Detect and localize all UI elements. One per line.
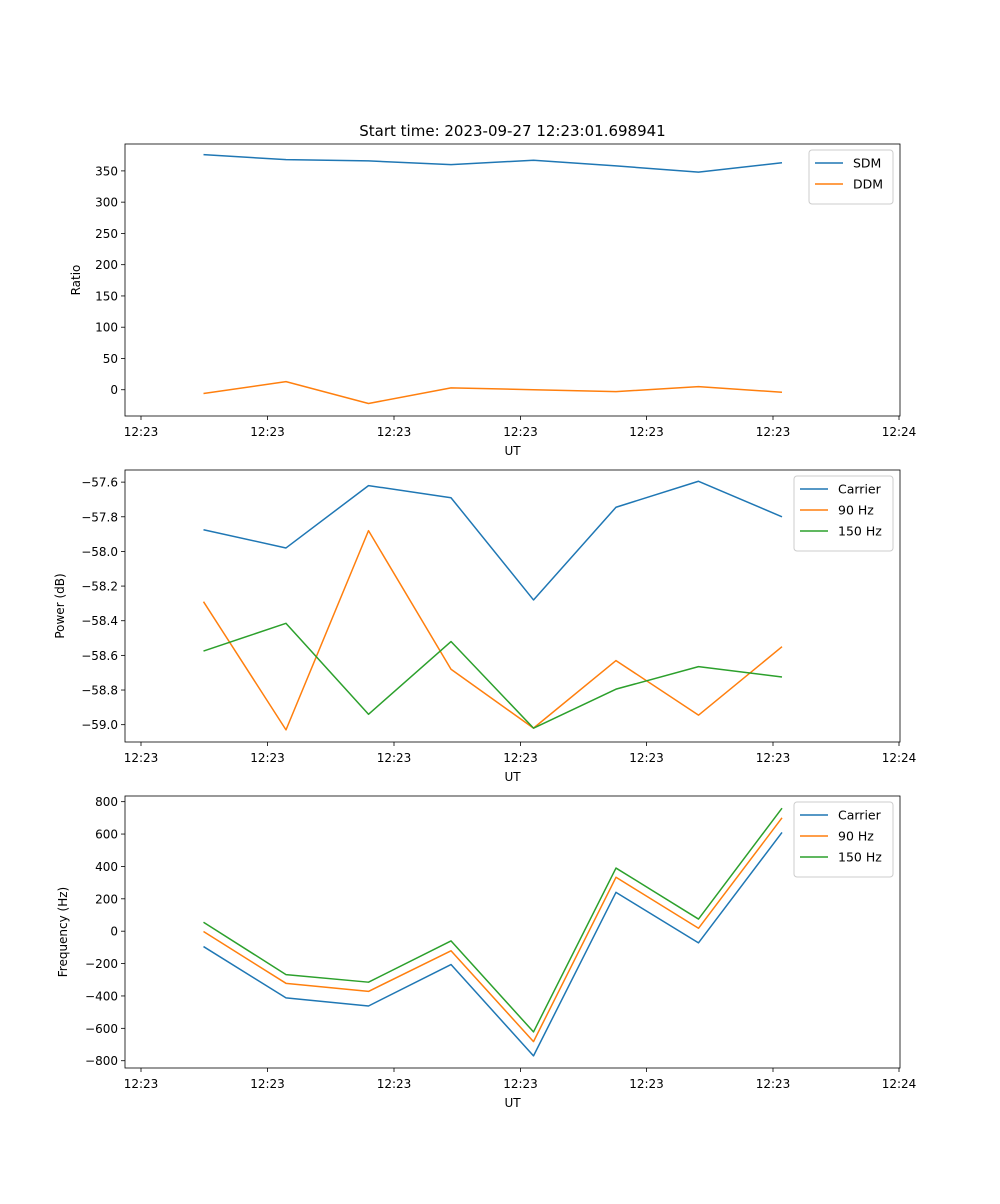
y-tick-label: 0 xyxy=(110,925,118,939)
legend-box xyxy=(793,801,894,878)
x-tick-label: 12:23 xyxy=(377,1077,412,1091)
y-tick-label: 50 xyxy=(103,352,118,366)
series-line-90-hz xyxy=(203,817,783,1043)
x-axis-label: UT xyxy=(504,444,521,458)
x-tick-label: 12:23 xyxy=(756,425,791,439)
x-tick-label: 12:24 xyxy=(882,751,917,765)
y-tick-label: 100 xyxy=(95,321,118,335)
y-tick-label: 200 xyxy=(95,258,118,272)
y-tick-label: 250 xyxy=(95,227,118,241)
legend-label-sdm: SDM xyxy=(853,156,881,171)
x-tick-label: 12:24 xyxy=(882,1077,917,1091)
x-tick-label: 12:24 xyxy=(882,425,917,439)
legend-label-150-hz: 150 Hz xyxy=(838,850,882,865)
x-axis-label: UT xyxy=(504,1096,521,1110)
power-panel: 12:23 12:23 12:23 12:23 12:23 12:23 12:24 −59.0… xyxy=(53,469,917,784)
y-axis-label: Power (dB) xyxy=(53,573,67,638)
y-tick-label: 600 xyxy=(95,828,118,842)
legend-label-150-hz: 150 Hz xyxy=(838,524,882,539)
y-tick-label: 300 xyxy=(95,196,118,210)
legend: Carrier 90 Hz 150 Hz xyxy=(793,801,894,878)
x-tick-label: 12:23 xyxy=(124,1077,159,1091)
y-tick-label: 350 xyxy=(95,164,118,178)
x-tick-label: 12:23 xyxy=(250,1077,285,1091)
y-tick-label: −57.6 xyxy=(81,476,118,490)
y-tick-label: −58.8 xyxy=(81,684,118,698)
y-tick-label: −800 xyxy=(85,1054,118,1068)
x-tick-label: 12:23 xyxy=(629,751,664,765)
ratio-panel: 12:23 12:23 12:23 12:23 12:23 12:23 12:24 0 50 10… xyxy=(69,143,917,458)
series-line-90-hz xyxy=(202,529,783,731)
plot-frame xyxy=(124,795,901,1069)
plot-frame xyxy=(124,469,901,743)
y-tick-label: −57.8 xyxy=(81,510,118,524)
y-tick-label: 400 xyxy=(95,860,118,874)
x-tick-label: 12:23 xyxy=(503,425,538,439)
y-tick-label: −58.2 xyxy=(81,580,118,594)
x-tick-label: 12:23 xyxy=(124,425,159,439)
x-tick-label: 12:23 xyxy=(503,751,538,765)
x-tick-label: 12:23 xyxy=(756,751,791,765)
y-tick-label: −58.6 xyxy=(81,649,118,663)
legend: Carrier 90 Hz 150 Hz xyxy=(793,475,894,552)
y-tick-label: 0 xyxy=(110,383,118,397)
y-axis-label: Ratio xyxy=(69,265,83,296)
y-tick-label: 150 xyxy=(95,289,118,303)
series-line-carrier xyxy=(203,831,783,1057)
y-tick-label: 200 xyxy=(95,892,118,906)
x-tick-label: 12:23 xyxy=(250,425,285,439)
y-tick-label: −200 xyxy=(85,957,118,971)
x-tick-label: 12:23 xyxy=(503,1077,538,1091)
legend-label-90-hz: 90 Hz xyxy=(838,829,874,844)
series-line-ddm xyxy=(203,380,783,405)
legend-label-carrier: Carrier xyxy=(838,482,882,497)
y-tick-label: −400 xyxy=(85,989,118,1003)
x-tick-label: 12:23 xyxy=(377,425,412,439)
x-tick-label: 12:23 xyxy=(629,425,664,439)
series-line-150-hz xyxy=(203,807,783,1033)
y-tick-label: −58.4 xyxy=(81,614,118,628)
x-tick-label: 12:23 xyxy=(250,751,285,765)
y-tick-label: −600 xyxy=(85,1022,118,1036)
x-axis-label: UT xyxy=(504,770,521,784)
frequency-panel: 12:23 12:23 12:23 12:23 12:23 12:23 12:24 −800 −… xyxy=(56,795,916,1110)
series-line-carrier xyxy=(203,480,783,601)
series-line-sdm xyxy=(203,153,783,173)
x-tick-label: 12:23 xyxy=(756,1077,791,1091)
legend-label-ddm: DDM xyxy=(853,177,883,192)
y-tick-label: −58.0 xyxy=(81,545,118,559)
series-line-150-hz xyxy=(203,622,783,729)
y-tick-label: 800 xyxy=(95,795,118,809)
x-tick-label: 12:23 xyxy=(124,751,159,765)
plot-frame xyxy=(124,143,901,417)
figure-title: Start time: 2023-09-27 12:23:01.698941 xyxy=(359,122,665,140)
legend-label-carrier: Carrier xyxy=(838,808,882,823)
legend-label-90-hz: 90 Hz xyxy=(838,503,874,518)
y-tick-label: −59.0 xyxy=(81,718,118,732)
x-tick-label: 12:23 xyxy=(377,751,412,765)
legend-box xyxy=(793,475,894,552)
y-axis-label: Frequency (Hz) xyxy=(56,887,70,978)
x-tick-label: 12:23 xyxy=(629,1077,664,1091)
legend: SDM DDM xyxy=(808,149,894,205)
